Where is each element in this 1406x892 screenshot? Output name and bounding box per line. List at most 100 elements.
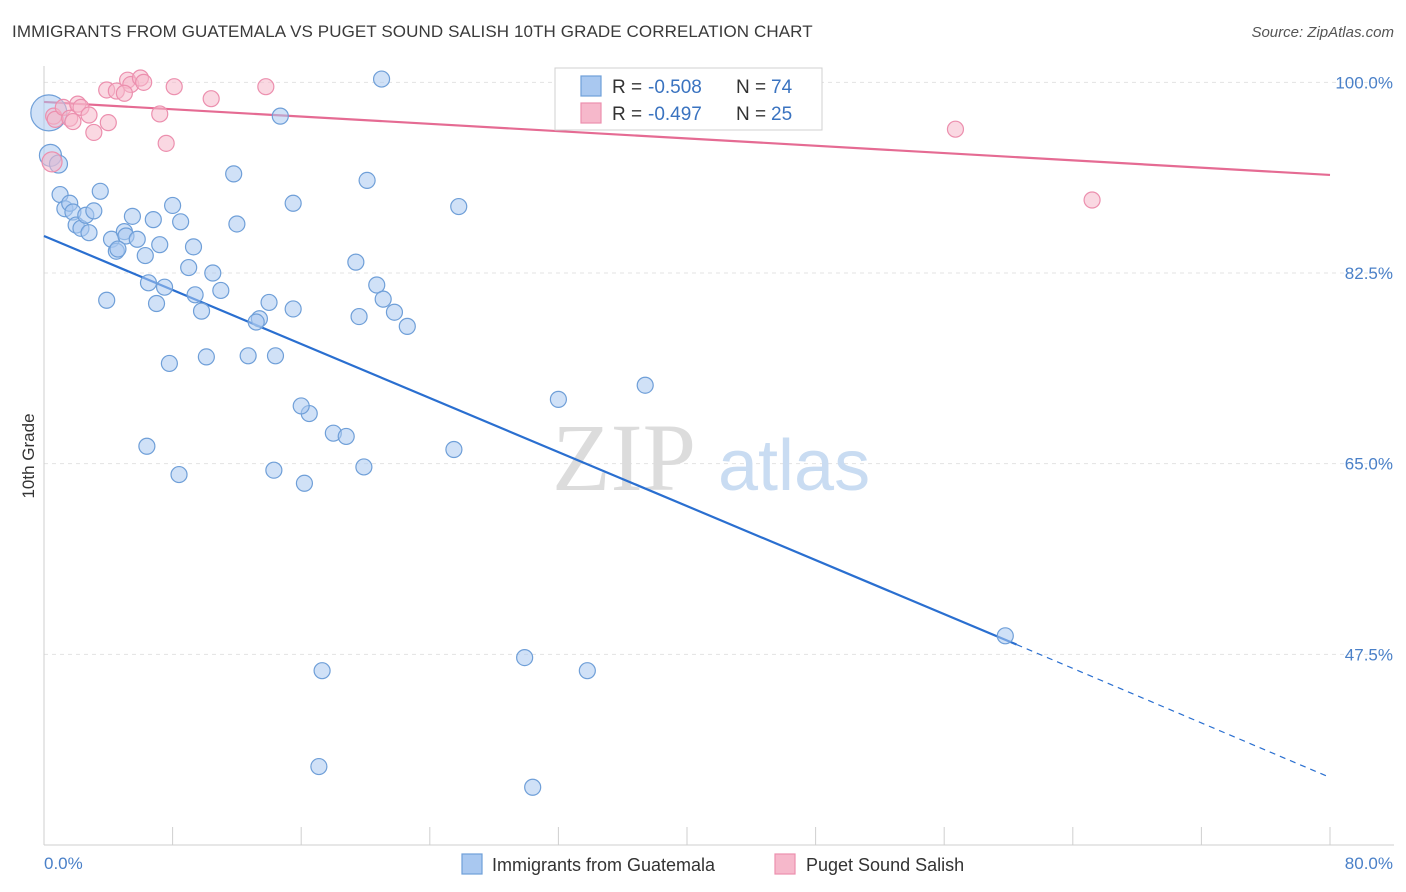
point-guatemala (160, 354, 178, 373)
point-guatemala (180, 258, 198, 277)
point-guatemala (284, 194, 302, 212)
point-guatemala (355, 458, 373, 476)
y-axis-label: 10th Grade (19, 413, 38, 498)
point-guatemala (225, 165, 243, 183)
point-salish (85, 123, 103, 142)
point-guatemala (445, 440, 463, 459)
trend-line-guatemala-extension (1016, 643, 1331, 779)
point-guatemala (147, 294, 166, 313)
point-guatemala (172, 213, 190, 231)
point-guatemala (524, 778, 542, 796)
point-salish (64, 112, 82, 131)
data-points (30, 69, 1101, 796)
point-guatemala (155, 278, 174, 296)
point-guatemala (139, 274, 158, 292)
point-guatemala (284, 300, 302, 318)
point-guatemala (266, 347, 285, 365)
chart-source: Source: ZipAtlas.com (1251, 24, 1394, 41)
point-guatemala (85, 202, 103, 220)
x-tick-label-max: 80.0% (1345, 854, 1393, 873)
legend-r-value-1: -0.508 (648, 77, 702, 98)
point-guatemala (228, 215, 246, 233)
point-guatemala (636, 376, 654, 394)
point-guatemala (164, 196, 182, 215)
point-salish (80, 106, 98, 124)
point-guatemala (128, 230, 146, 248)
bottom-legend-label-pink: Puget Sound Salish (806, 855, 964, 875)
point-guatemala (372, 70, 391, 88)
point-guatemala (516, 649, 534, 667)
point-guatemala (260, 293, 278, 312)
point-salish (257, 78, 275, 96)
bottom-legend-swatch-blue (461, 853, 483, 875)
point-guatemala (144, 211, 162, 229)
point-guatemala (184, 238, 203, 256)
legend-swatch-blue (580, 75, 602, 97)
point-guatemala (204, 264, 222, 282)
legend-r-value-2: -0.497 (648, 104, 702, 125)
point-guatemala (247, 313, 265, 331)
point-guatemala (138, 437, 156, 455)
point-guatemala (98, 291, 116, 309)
point-guatemala (549, 390, 568, 408)
point-guatemala (136, 246, 154, 265)
legend-swatch-pink (580, 102, 602, 124)
point-salish (151, 105, 169, 123)
point-salish (99, 114, 117, 132)
watermark-zip: ZIP (552, 404, 696, 511)
point-salish (1083, 191, 1101, 209)
point-guatemala (578, 662, 596, 680)
point-salish (157, 134, 175, 152)
point-salish (202, 90, 220, 108)
y-tick-label-0: 47.5% (1345, 645, 1393, 664)
point-guatemala (80, 224, 98, 242)
point-guatemala (313, 662, 331, 680)
point-guatemala (151, 236, 169, 254)
point-guatemala (91, 182, 109, 200)
point-guatemala (186, 286, 204, 304)
watermark-atlas: atlas (718, 426, 870, 506)
point-guatemala (197, 348, 215, 366)
point-guatemala (347, 253, 365, 271)
point-guatemala (450, 197, 468, 216)
point-guatemala (170, 465, 188, 484)
point-guatemala (368, 276, 386, 294)
x-tick-label-min: 0.0% (44, 854, 83, 873)
point-guatemala (337, 427, 355, 446)
bottom-legend-label-blue: Immigrants from Guatemala (492, 855, 716, 875)
point-guatemala (295, 474, 314, 492)
legend-n-value-1: 74 (771, 77, 793, 98)
bottom-legend: Immigrants from Guatemala Puget Sound Sa… (461, 853, 964, 875)
y-tick-label-1: 65.0% (1345, 455, 1393, 474)
point-guatemala (271, 107, 289, 125)
y-tick-label-3: 100.0% (1335, 73, 1393, 92)
point-salish (41, 151, 63, 173)
trend-line-salish (43, 100, 1331, 177)
point-guatemala (374, 290, 392, 308)
point-salish (165, 78, 183, 96)
y-tick-label-2: 82.5% (1345, 264, 1393, 283)
legend-n-value-2: 25 (771, 104, 792, 125)
point-guatemala (265, 461, 283, 479)
axes (43, 66, 1394, 846)
legend-r-label-1: R = (612, 77, 642, 98)
point-salish (135, 73, 153, 91)
point-guatemala (123, 207, 142, 225)
point-guatemala (212, 281, 230, 300)
point-guatemala (192, 302, 211, 320)
point-guatemala (398, 317, 416, 335)
point-guatemala (996, 627, 1014, 645)
legend-r-label-2: R = (612, 104, 642, 125)
point-salish (115, 84, 133, 102)
y-tick-labels: 47.5% 65.0% 82.5% 100.0% (1335, 73, 1393, 664)
point-guatemala (385, 303, 404, 321)
point-guatemala (350, 307, 368, 326)
point-guatemala (109, 240, 127, 258)
legend-n-label-2: N = (736, 104, 766, 125)
point-guatemala (358, 171, 376, 189)
point-guatemala (239, 347, 257, 365)
legend-box: R = -0.508 N = 74 R = -0.497 N = 25 (554, 67, 823, 131)
point-salish (946, 120, 965, 138)
point-guatemala (292, 397, 310, 415)
